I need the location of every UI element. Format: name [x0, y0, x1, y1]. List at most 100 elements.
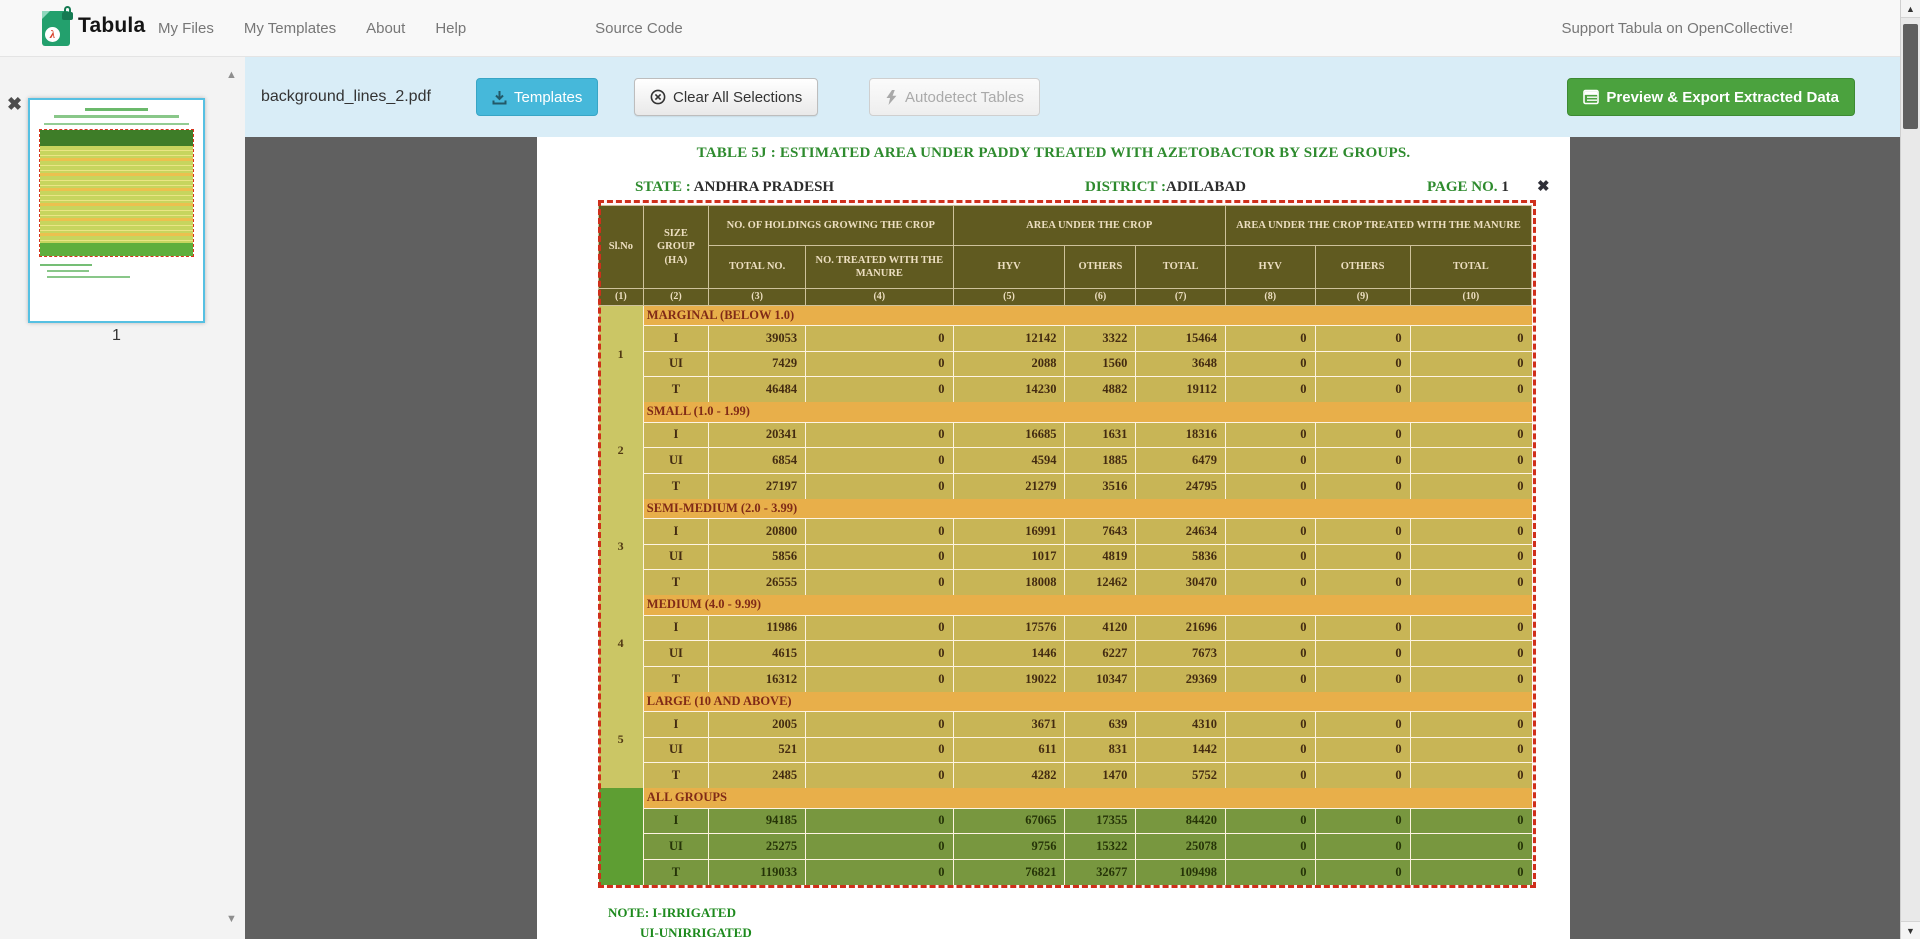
scrollbar-up-icon[interactable]: ▲ [1901, 0, 1920, 18]
document-filename: background_lines_2.pdf [261, 88, 431, 105]
value-cell: 12142 [952, 325, 1065, 351]
page-no-value: 1 [1501, 179, 1509, 195]
col-number: (7) [1135, 288, 1226, 306]
table-row: I 94185 0 67065 17355 84420 0 0 0 [599, 807, 1532, 834]
nav-item-my-files[interactable]: My Files [158, 20, 214, 37]
row-code-cell: T [642, 858, 709, 885]
value-cell: 0 [1224, 665, 1315, 692]
size-group-label-cell: MEDIUM (4.0 - 9.99) [643, 595, 1532, 615]
value-cell: 2485 [708, 762, 806, 788]
value-cell: 0 [1224, 833, 1315, 859]
value-cell: 0 [805, 762, 954, 788]
sidebar-scroll-up-icon[interactable]: ▲ [226, 69, 237, 81]
value-cell: 17355 [1064, 807, 1136, 834]
value-cell: 2088 [952, 350, 1065, 377]
value-cell: 1017 [952, 543, 1065, 570]
slno-cell: 1 [598, 305, 644, 402]
value-cell: 25275 [708, 833, 806, 859]
value-cell: 6479 [1135, 447, 1226, 473]
nav-item-my-templates[interactable]: My Templates [243, 20, 337, 37]
top-navbar: λ Tabula My Files My Templates About Hel… [0, 0, 1900, 57]
templates-button[interactable]: Templates [476, 78, 599, 116]
value-cell: 7429 [708, 350, 806, 377]
scrollbar-down-icon[interactable]: ▼ [1901, 921, 1920, 939]
import-tray-icon [492, 90, 507, 105]
value-cell: 0 [805, 614, 954, 641]
col-number: (10) [1409, 288, 1533, 306]
value-cell: 0 [1314, 665, 1411, 692]
col-number: (4) [805, 288, 954, 306]
value-cell: 0 [1224, 472, 1315, 499]
value-cell: 29369 [1135, 665, 1226, 692]
value-cell: 3671 [952, 711, 1065, 737]
value-cell: 0 [805, 543, 954, 570]
window-scrollbar[interactable]: ▲ ▼ [1900, 0, 1920, 939]
row-code-cell: UI [642, 833, 709, 859]
value-cell: 0 [1314, 833, 1411, 859]
page-thumbnails-sidebar: ✖ 1 ▲ ▼ [0, 57, 245, 939]
size-group-label-cell: SEMI-MEDIUM (2.0 - 3.99) [643, 498, 1532, 519]
value-cell: 19022 [952, 665, 1065, 692]
value-cell: 0 [805, 518, 954, 544]
value-cell: 0 [1409, 833, 1532, 859]
value-cell: 17576 [952, 614, 1065, 641]
remove-page-x-icon[interactable]: ✖ [7, 94, 23, 114]
value-cell: 3516 [1064, 472, 1136, 499]
value-cell: 119033 [708, 858, 806, 885]
value-cell: 6854 [708, 447, 806, 473]
state-value: ANDHRA PRADESH [693, 179, 835, 195]
note-line-1: NOTE: I-IRRIGATED [608, 905, 736, 920]
value-cell: 0 [1314, 736, 1411, 763]
header-size-group: SIZE GROUP (HA) [642, 205, 710, 289]
value-cell: 0 [1224, 376, 1315, 402]
value-cell: 24634 [1135, 518, 1226, 544]
table-selection[interactable] [598, 200, 1536, 888]
value-cell: 0 [805, 807, 954, 834]
value-cell: 14230 [952, 376, 1065, 402]
table-row: I 2005 0 3671 639 4310 0 0 0 [599, 711, 1532, 737]
header-total-no: TOTAL NO. [708, 245, 807, 289]
value-cell: 0 [1409, 807, 1532, 834]
value-cell: 21279 [952, 472, 1065, 499]
nav-item-about[interactable]: About [366, 20, 406, 37]
autodetect-tables-button[interactable]: Autodetect Tables [869, 78, 1040, 116]
value-cell: 5836 [1135, 543, 1226, 570]
sidebar-scroll-down-icon[interactable]: ▼ [226, 913, 237, 925]
value-cell: 0 [1314, 447, 1411, 473]
value-cell: 16685 [952, 421, 1065, 448]
value-cell: 4282 [952, 762, 1065, 788]
value-cell: 27197 [708, 472, 806, 499]
value-cell: 0 [1314, 325, 1411, 351]
row-code-cell: I [642, 325, 709, 351]
value-cell: 0 [1409, 325, 1532, 351]
nav-item-help[interactable]: Help [435, 20, 467, 37]
document-title: TABLE 5J : ESTIMATED AREA UNDER PADDY TR… [696, 145, 1411, 161]
main-nav: My Files My Templates About Help Source … [158, 0, 683, 57]
value-cell: 0 [805, 736, 954, 763]
value-cell: 0 [1224, 518, 1315, 544]
preview-export-button[interactable]: Preview & Export Extracted Data [1567, 78, 1855, 116]
selection-close-x-icon[interactable]: ✖ [1537, 178, 1550, 195]
value-cell: 16991 [952, 518, 1065, 544]
table-row: T 2485 0 4282 1470 5752 0 0 0 [599, 762, 1532, 788]
scrollbar-thumb[interactable] [1903, 24, 1918, 129]
size-group-label-cell: SMALL (1.0 - 1.99) [643, 402, 1532, 422]
value-cell: 0 [1409, 421, 1532, 448]
pdf-table: Sl.No SIZE GROUP (HA) NO. OF HOLDINGS GR… [598, 205, 1533, 885]
value-cell: 15464 [1135, 325, 1226, 351]
page-thumbnail[interactable] [28, 98, 205, 323]
col-number: (3) [708, 288, 807, 306]
table-row: T 119033 0 76821 32677 109498 0 0 0 [599, 858, 1532, 885]
state-label: STATE : [635, 179, 691, 195]
nav-item-source-code[interactable]: Source Code [595, 20, 683, 37]
support-link[interactable]: Support Tabula on OpenCollective! [1561, 20, 1793, 37]
slno-cell: 5 [598, 691, 644, 788]
clear-all-selections-button[interactable]: Clear All Selections [634, 78, 819, 116]
pdf-page: TABLE 5J : ESTIMATED AREA UNDER PADDY TR… [537, 137, 1570, 939]
value-cell: 1631 [1064, 421, 1136, 448]
value-cell: 0 [1224, 447, 1315, 473]
value-cell: 1885 [1064, 447, 1136, 473]
district-label: DISTRICT : [1085, 179, 1166, 195]
header-slno: Sl.No [598, 205, 644, 289]
pdf-table-body: 1 MARGINAL (BELOW 1.0) I 39053 0 12142 3322 154… [598, 305, 1532, 885]
